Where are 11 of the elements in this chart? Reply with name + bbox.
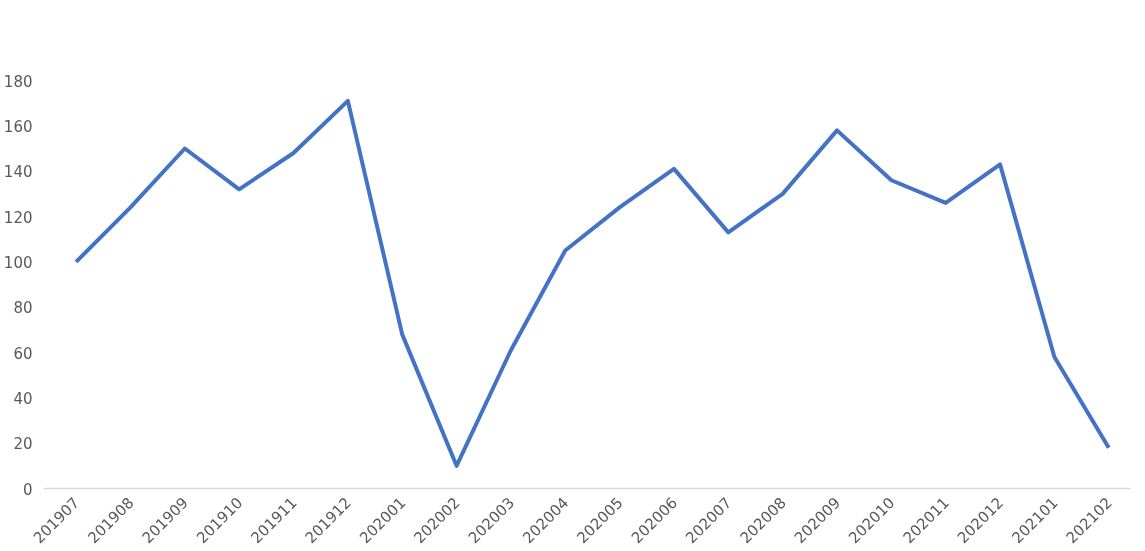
y-tick-label: 180	[3, 72, 33, 91]
y-tick-label: 100	[3, 253, 33, 272]
y-tick-label: 120	[3, 208, 33, 227]
y-tick-label: 80	[13, 299, 33, 318]
y-tick-label: 160	[3, 117, 33, 136]
line-series	[74, 98, 1111, 468]
y-tick-label: 0	[22, 480, 33, 499]
y-tick-label: 20	[13, 435, 33, 454]
y-tick-label: 40	[13, 389, 33, 408]
y-tick-label: 140	[3, 163, 33, 182]
y-tick-label: 60	[13, 344, 33, 363]
